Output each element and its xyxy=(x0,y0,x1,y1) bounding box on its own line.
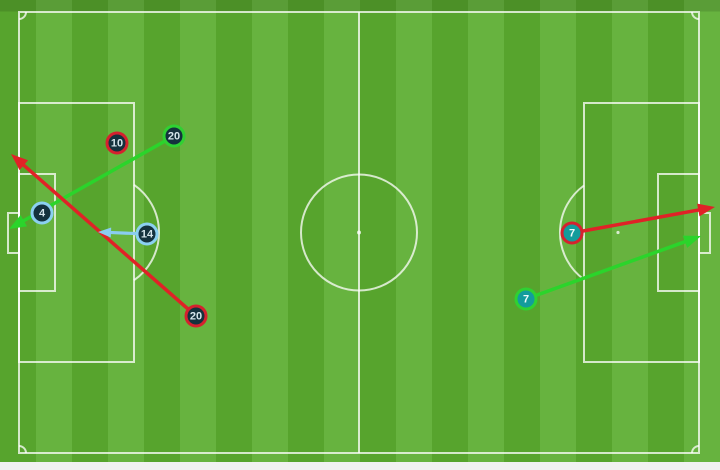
player-marker-number: 7 xyxy=(569,228,575,240)
player-marker-circle xyxy=(514,287,538,311)
corner-arc-bottom-right xyxy=(691,445,700,454)
pitch-stripe xyxy=(432,0,468,462)
red-arrow-right-head xyxy=(697,203,715,217)
right-penalty-spot xyxy=(616,230,620,235)
player-marker-number: 14 xyxy=(141,229,154,241)
pitch-stripe xyxy=(468,0,504,462)
red-arrow-right-shaft xyxy=(571,207,701,235)
player-marker-number: 20 xyxy=(168,131,180,143)
center-spot xyxy=(357,230,361,235)
red-arrow-left-shaft xyxy=(21,162,198,318)
player-marker-circle xyxy=(135,222,159,246)
corner-arc-top-right xyxy=(691,11,700,20)
pitch-stripe xyxy=(288,0,324,462)
red-arrow-left-head xyxy=(11,154,29,171)
pitch-stripe xyxy=(252,0,288,462)
blue-arrow-head xyxy=(98,227,112,238)
pitch-stripe xyxy=(180,0,216,462)
green-arrow-right-head xyxy=(682,235,701,248)
pitch-stripe xyxy=(612,0,648,462)
red-arrow-left[interactable] xyxy=(11,154,198,318)
player-markers: 10 20 4 14 20 7 7 xyxy=(30,124,584,328)
player-marker-circle xyxy=(105,131,129,155)
player-marker-circle xyxy=(560,221,584,245)
green-arrow-right[interactable] xyxy=(525,235,701,301)
green-arrow-left-head xyxy=(9,214,28,229)
out-of-play-shade xyxy=(0,0,720,12)
player-marker[interactable]: 4 xyxy=(30,201,54,225)
player-marker-circle xyxy=(184,304,208,328)
player-marker-circle xyxy=(30,201,54,225)
red-arrow-right[interactable] xyxy=(571,203,715,235)
pitch-stripe xyxy=(216,0,252,462)
center-circle xyxy=(300,173,418,292)
pitch-stripe xyxy=(396,0,432,462)
pitch-stripe xyxy=(504,0,540,462)
player-marker[interactable]: 20 xyxy=(162,124,186,148)
pitch-stripe xyxy=(324,0,360,462)
player-marker[interactable]: 10 xyxy=(105,131,129,155)
player-marker[interactable]: 14 xyxy=(135,222,159,246)
player-marker-circle xyxy=(162,124,186,148)
player-marker[interactable]: 7 xyxy=(560,221,584,245)
pitch-stripe xyxy=(684,0,720,462)
pitch-stripe xyxy=(360,0,396,462)
green-arrow-right-shaft xyxy=(525,239,688,301)
right-penalty-arc xyxy=(558,184,585,281)
player-marker[interactable]: 20 xyxy=(184,304,208,328)
player-marker[interactable]: 7 xyxy=(514,287,538,311)
pitch-stripe xyxy=(648,0,684,462)
player-marker-number: 20 xyxy=(190,311,202,323)
player-marker-number: 10 xyxy=(111,138,123,150)
left-goal xyxy=(7,212,20,254)
corner-arc-bottom-left xyxy=(18,445,27,454)
player-marker-number: 4 xyxy=(39,208,46,220)
corner-arc-top-left xyxy=(18,11,27,20)
player-marker-number: 7 xyxy=(523,294,529,306)
